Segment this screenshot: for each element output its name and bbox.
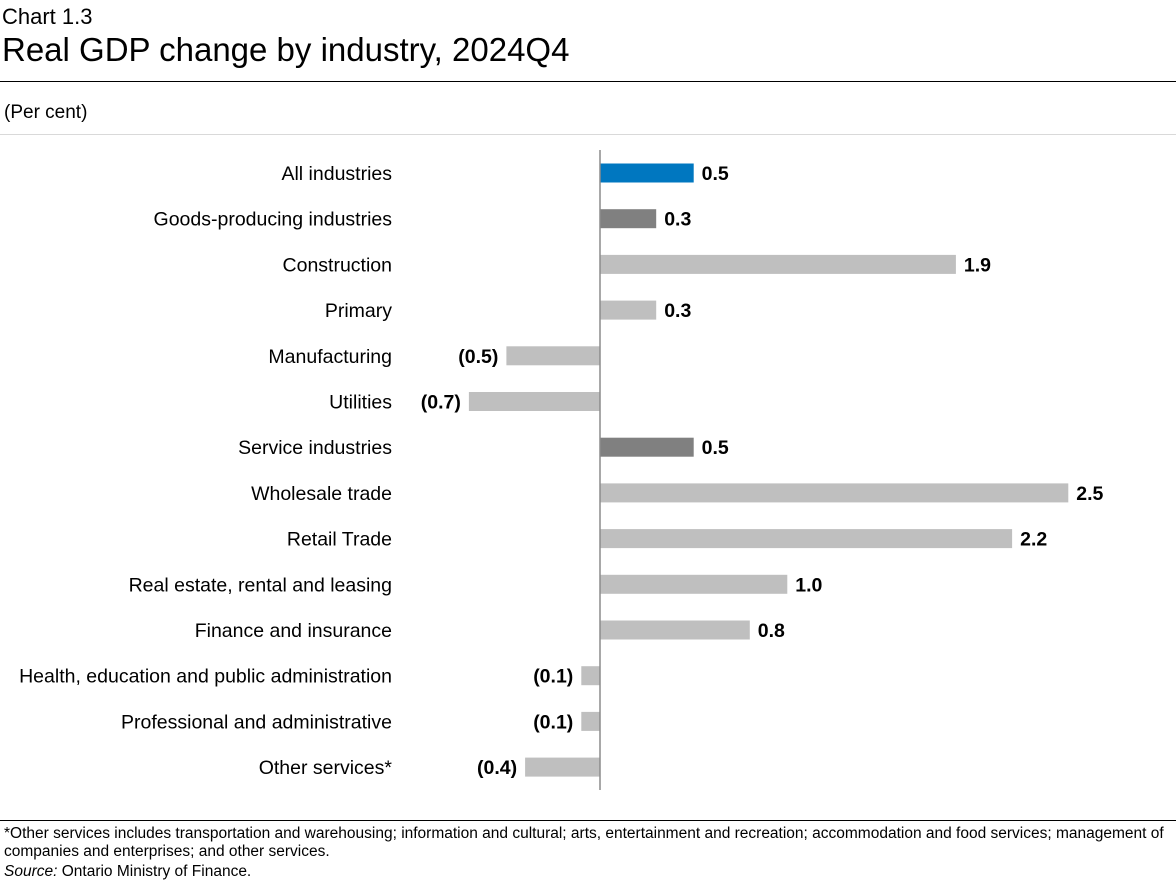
category-label-manufacturing: Manufacturing <box>268 346 392 368</box>
bar-goods-producing-industries <box>600 209 657 229</box>
category-label-all-industries: All industries <box>281 163 392 185</box>
bar-real-estate-rental-and-leasing <box>600 574 788 594</box>
data-label-manufacturing: (0.5) <box>458 346 498 368</box>
category-label-goods-producing-industries: Goods-producing industries <box>154 209 393 231</box>
chart-top-divider <box>0 134 1176 135</box>
title-divider <box>0 81 1176 82</box>
data-label-retail-trade: 2.2 <box>1020 529 1047 551</box>
data-label-wholesale-trade: 2.5 <box>1076 483 1103 505</box>
bar-other-services <box>525 757 600 777</box>
category-label-construction: Construction <box>283 254 392 276</box>
category-label-professional-and-administrative: Professional and administrative <box>121 711 392 733</box>
y-axis-unit-label: (Per cent) <box>4 102 88 123</box>
category-label-health-education-and-public-administration: Health, education and public administrat… <box>19 666 392 688</box>
source-text: Ontario Ministry of Finance. <box>57 863 252 880</box>
bar-utilities <box>468 392 600 411</box>
footer-divider <box>0 820 1176 821</box>
bars-group <box>468 163 1069 777</box>
bar-manufacturing <box>506 346 601 366</box>
category-label-other-services: Other services* <box>259 757 393 779</box>
data-label-primary: 0.3 <box>664 300 691 322</box>
bar-primary <box>600 300 657 320</box>
data-label-real-estate-rental-and-leasing: 1.0 <box>795 574 822 596</box>
source-label: Source: <box>4 863 58 880</box>
data-labels-group: 0.5 0.3 1.9 0.3 (0.5) (0.7) 0.5 2.5 2.2 1.0 0.8 (0.… <box>421 163 1104 779</box>
bar-wholesale-trade <box>600 483 1069 503</box>
data-label-finance-and-insurance: 0.8 <box>758 620 785 642</box>
category-label-primary: Primary <box>325 300 392 322</box>
footnote: *Other services includes transportation … <box>4 825 1164 860</box>
category-label-retail-trade: Retail Trade <box>287 529 392 551</box>
data-label-all-industries: 0.5 <box>702 163 729 185</box>
category-label-service-industries: Service industries <box>238 437 392 459</box>
bar-service-industries <box>600 437 694 457</box>
data-label-service-industries: 0.5 <box>702 437 729 459</box>
data-label-professional-and-administrative: (0.1) <box>533 711 573 733</box>
category-label-real-estate-rental-and-leasing: Real estate, rental and leasing <box>129 574 392 596</box>
data-label-other-services: (0.4) <box>477 757 517 779</box>
bar-health-education-and-public-administration <box>581 666 600 686</box>
chart-number: Chart 1.3 <box>2 4 93 29</box>
bar-retail-trade <box>600 529 1013 549</box>
source-line: Source: Ontario Ministry of Finance. <box>4 863 251 881</box>
bar-professional-and-administrative <box>581 711 600 731</box>
data-label-health-education-and-public-administration: (0.1) <box>533 666 573 688</box>
bar-finance-and-insurance <box>600 620 750 640</box>
category-labels-group: All industries Goods-producing industries… <box>19 163 392 779</box>
data-label-goods-producing-industries: 0.3 <box>664 209 691 231</box>
chart-title: Real GDP change by industry, 2024Q4 <box>2 31 570 68</box>
category-label-utilities: Utilities <box>329 392 392 414</box>
category-label-finance-and-insurance: Finance and insurance <box>195 620 392 642</box>
data-label-construction: 1.9 <box>964 254 991 276</box>
category-label-wholesale-trade: Wholesale trade <box>251 483 392 505</box>
bar-all-industries <box>600 163 694 183</box>
bar-chart: All industries Goods-producing industries… <box>19 150 1104 790</box>
data-label-utilities: (0.7) <box>421 392 461 414</box>
bar-construction <box>600 254 956 274</box>
